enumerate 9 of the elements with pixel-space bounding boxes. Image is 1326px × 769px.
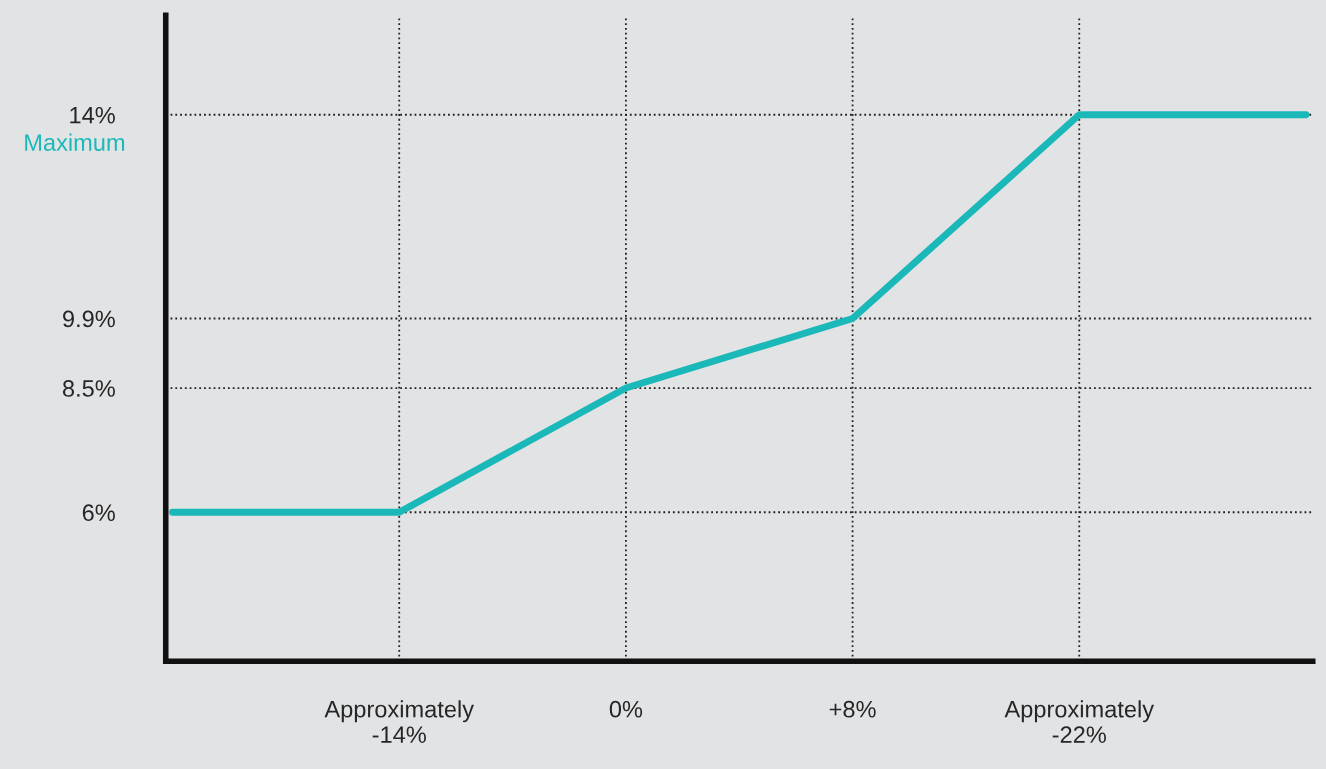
y-tick-label: 6% bbox=[82, 504, 115, 522]
x-tick-label: +8% bbox=[829, 700, 876, 718]
text: Maximum bbox=[25, 133, 125, 151]
x-tick-label: 0% bbox=[609, 700, 643, 718]
x-tick-label: Approximately -22% bbox=[1004, 700, 1155, 743]
y-tick-label: 9.9% bbox=[63, 310, 115, 328]
y-tick-label: 8.5% bbox=[62, 380, 115, 397]
x-tick-label: Approximately -14% bbox=[324, 700, 474, 743]
y-tick-label: 14% bbox=[70, 106, 115, 124]
